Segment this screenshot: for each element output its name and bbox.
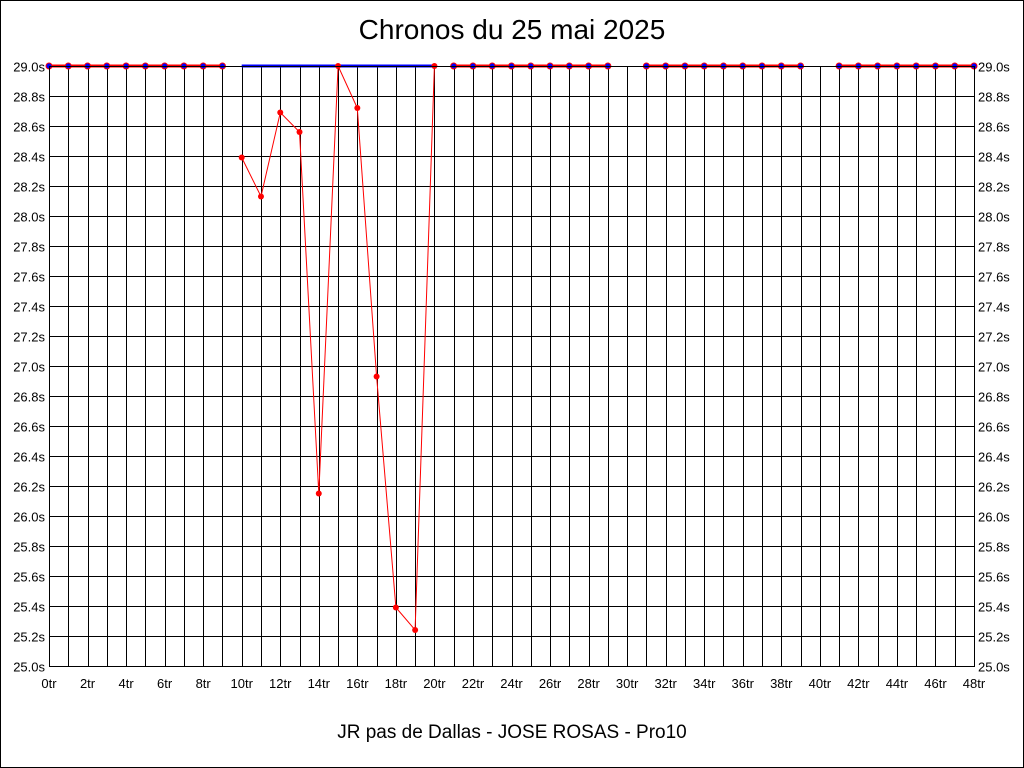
x-tick-label: 6tr [157,676,173,691]
y-tick-label-right: 27.2s [978,330,1010,345]
x-tick-label: 28tr [577,676,600,691]
y-tick-label-left: 28.2s [13,180,45,195]
y-tick-label-right: 26.2s [978,480,1010,495]
x-tick-label: 8tr [196,676,212,691]
x-tick-label: 20tr [423,676,446,691]
y-tick-label-left: 27.4s [13,300,45,315]
y-tick-label-right: 26.0s [978,510,1010,525]
y-tick-label-right: 28.0s [978,210,1010,225]
chart-caption: JR pas de Dallas - JOSE ROSAS - Pro10 [337,722,687,743]
y-tick-label-left: 27.8s [13,240,45,255]
x-tick-label: 32tr [654,676,677,691]
x-tick-label: 12tr [269,676,292,691]
y-tick-label-right: 27.6s [978,270,1010,285]
data-point [277,109,284,116]
y-tick-label-left: 26.8s [13,390,45,405]
data-point [296,129,303,135]
x-tick-label: 4tr [118,676,134,691]
y-tick-label-right: 25.8s [978,540,1010,555]
x-tick-label: 18tr [385,676,408,691]
x-tick-label: 36tr [732,676,755,691]
y-tick-label-right: 27.4s [978,300,1010,315]
y-tick-label-right: 26.4s [978,450,1010,465]
y-tick-label-left: 26.2s [13,480,45,495]
data-point [238,154,245,161]
y-tick-label-left: 28.4s [13,150,45,165]
data-point [373,373,380,380]
data-point [315,490,322,497]
y-tick-label-right: 25.0s [978,660,1010,675]
x-tick-label: 48tr [963,676,986,691]
x-tick-label: 38tr [770,676,793,691]
x-tick-label: 22tr [462,676,485,691]
y-tick-label-left: 26.0s [13,510,45,525]
y-tick-label-right: 28.2s [978,180,1010,195]
y-tick-label-right: 28.8s [978,90,1010,105]
x-tick-label: 40tr [809,676,832,691]
x-tick-label: 26tr [539,676,562,691]
y-tick-label-left: 27.2s [13,330,45,345]
y-tick-label-right: 25.6s [978,570,1010,585]
y-tick-label-right: 26.8s [978,390,1010,405]
plot-border [49,66,975,667]
y-tick-label-left: 25.0s [13,660,45,675]
x-tick-label: 46tr [924,676,947,691]
y-tick-label-right: 28.6s [978,120,1010,135]
y-tick-label-right: 25.4s [978,600,1010,615]
x-tick-label: 30tr [616,676,639,691]
y-tick-label-left: 28.6s [13,120,45,135]
x-tick-label: 34tr [693,676,716,691]
y-tick-label-right: 27.8s [978,240,1010,255]
y-tick-label-left: 28.0s [13,210,45,225]
x-tick-label: 44tr [886,676,909,691]
y-tick-label-right: 27.0s [978,360,1010,375]
y-tick-label-right: 25.2s [978,630,1010,645]
y-tick-label-left: 26.6s [13,420,45,435]
y-tick-label-left: 27.0s [13,360,45,375]
y-tick-label-left: 29.0s [13,60,45,75]
x-tick-label: 16tr [346,676,369,691]
x-tick-label: 14tr [308,676,331,691]
y-tick-label-left: 25.6s [13,570,45,585]
data-point [354,105,361,111]
data-point [392,604,399,611]
x-tick-label: 2tr [80,676,96,691]
chart-title: Chronos du 25 mai 2025 [358,14,666,45]
y-tick-label-left: 26.4s [13,450,45,465]
y-tick-label-right: 29.0s [978,60,1010,75]
y-tick-label-left: 28.8s [13,90,45,105]
x-tick-label: 42tr [847,676,870,691]
x-tick-label: 24tr [500,676,523,691]
y-tick-label-right: 28.4s [978,150,1010,165]
y-tick-label-left: 25.2s [13,630,45,645]
data-point [412,627,419,633]
x-tick-label: 10tr [231,676,254,691]
x-tick-label: 0tr [41,676,57,691]
data-point [257,193,264,200]
y-tick-label-left: 25.4s [13,600,45,615]
y-tick-label-left: 25.8s [13,540,45,555]
y-tick-label-left: 27.6s [13,270,45,285]
y-tick-label-right: 26.6s [978,420,1010,435]
